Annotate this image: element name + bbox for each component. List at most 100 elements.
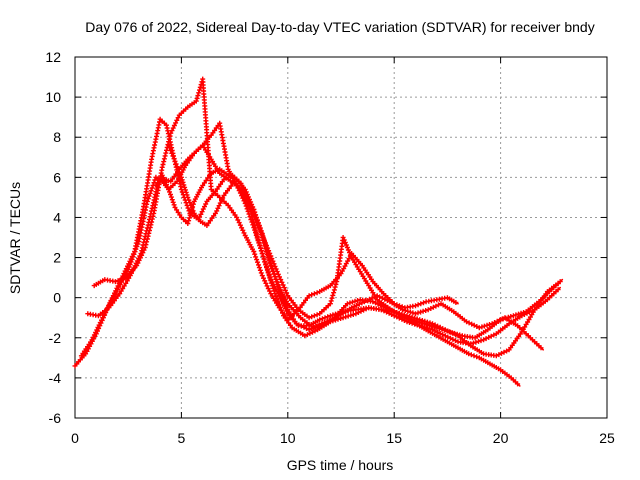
data-point — [275, 282, 281, 288]
data-point — [439, 326, 445, 332]
data-point — [184, 192, 190, 198]
data-point — [410, 310, 416, 316]
data-point — [400, 307, 406, 313]
data-point — [166, 186, 172, 192]
data-point — [306, 293, 312, 299]
data-point — [255, 237, 261, 242]
data-point — [306, 315, 312, 321]
data-point — [256, 262, 261, 268]
data-point — [259, 251, 265, 256]
data-point — [261, 240, 267, 246]
data-point — [264, 249, 269, 254]
data-point — [253, 228, 259, 234]
data-point — [315, 323, 321, 329]
data-point — [314, 290, 320, 296]
data-point — [255, 259, 260, 265]
data-point — [325, 314, 331, 320]
data-point — [329, 295, 335, 301]
data-point — [327, 313, 333, 319]
data-point — [197, 87, 202, 93]
y-tick-label: 6 — [53, 169, 61, 185]
data-point — [424, 319, 430, 325]
data-point — [452, 330, 458, 336]
data-point — [166, 136, 172, 142]
data-point — [321, 322, 327, 327]
data-point — [270, 258, 276, 264]
data-point — [426, 322, 432, 328]
data-point — [173, 120, 179, 126]
data-point — [182, 184, 188, 190]
data-point — [479, 324, 485, 330]
data-point — [148, 188, 154, 194]
data-point — [188, 209, 194, 215]
data-point — [202, 204, 207, 210]
data-point — [185, 221, 191, 226]
series-layer — [72, 76, 564, 387]
data-point — [190, 201, 196, 207]
data-point — [434, 325, 440, 331]
data-point — [269, 280, 275, 286]
data-point — [318, 322, 324, 328]
data-point — [328, 298, 334, 304]
data-point — [235, 217, 241, 223]
data-point — [186, 197, 192, 203]
data-point — [153, 182, 159, 188]
data-point — [167, 145, 173, 151]
data-point — [304, 326, 309, 332]
data-point — [298, 323, 304, 329]
data-point — [330, 312, 336, 318]
data-point — [319, 316, 325, 322]
data-point — [237, 222, 243, 228]
data-point — [166, 142, 172, 148]
data-point — [521, 310, 527, 315]
data-point — [468, 341, 474, 347]
data-point — [256, 223, 262, 229]
data-point — [260, 237, 266, 243]
data-point — [402, 308, 408, 313]
data-point — [145, 196, 151, 202]
data-point — [274, 279, 280, 285]
data-point — [367, 296, 372, 302]
data-point — [177, 172, 183, 178]
data-point — [419, 318, 425, 323]
data-point — [382, 296, 388, 302]
data-point — [431, 324, 437, 330]
data-point — [270, 268, 276, 274]
data-point — [499, 316, 505, 322]
data-point — [327, 301, 333, 307]
data-point — [466, 351, 472, 357]
data-point — [513, 312, 519, 318]
data-point — [189, 207, 195, 213]
data-point — [263, 246, 269, 252]
y-tick-labels: -6 -4 -2 0 2 4 6 8 10 12 — [45, 49, 61, 426]
data-point — [264, 265, 269, 271]
data-point — [497, 317, 503, 323]
data-point — [198, 211, 204, 217]
data-point — [355, 298, 361, 303]
data-point — [457, 332, 463, 338]
data-point — [384, 309, 389, 315]
data-point — [255, 221, 261, 226]
data-point — [159, 164, 165, 170]
data-point — [343, 314, 349, 320]
data-point — [258, 245, 264, 251]
data-point — [416, 319, 422, 325]
data-point — [258, 232, 264, 238]
data-point — [269, 256, 275, 262]
series-sat-d — [91, 76, 459, 323]
data-point — [348, 312, 354, 318]
data-point — [281, 285, 287, 291]
data-point — [453, 300, 459, 305]
data-point — [473, 339, 479, 345]
data-point — [265, 254, 271, 260]
data-point — [515, 381, 521, 387]
data-point — [243, 203, 249, 209]
data-point — [263, 280, 269, 286]
data-point — [251, 249, 257, 254]
data-point — [170, 199, 176, 205]
data-point — [412, 315, 418, 321]
data-point — [272, 274, 278, 280]
data-point — [271, 271, 277, 277]
data-point — [254, 218, 260, 224]
data-point — [149, 185, 155, 191]
